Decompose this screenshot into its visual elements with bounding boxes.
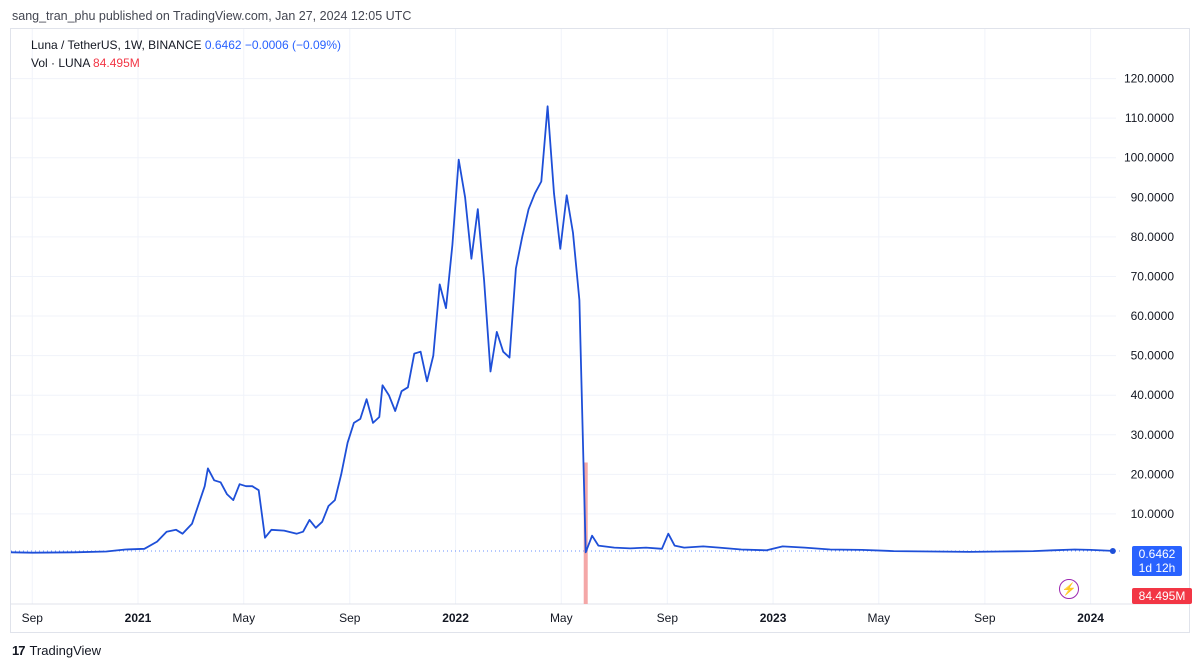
y-tick-label: 90.0000 <box>1131 190 1175 204</box>
last-price-dot <box>1109 547 1116 554</box>
y-axis-labels: 10.0000 20.0000 30.0000 40.0000 50.0000 60.00… <box>1124 72 1174 521</box>
y-tick-label: 60.0000 <box>1131 309 1175 323</box>
volume-tag: 84.495M <box>1132 588 1192 604</box>
x-tick-label: 2022 <box>442 611 469 625</box>
y-tick-label: 100.0000 <box>1124 151 1174 165</box>
tradingview-brand[interactable]: 17 TradingView <box>12 643 101 658</box>
last-price-tag: 0.6462 1d 12h <box>1132 546 1182 576</box>
last-price: 0.6462 <box>204 38 242 52</box>
y-tick-label: 30.0000 <box>1131 428 1175 442</box>
x-axis-labels: Sep 2021 May Sep 2022 May Sep 2023 May Sep 2024 <box>22 611 1105 625</box>
publisher-line: sang_tran_phu published on TradingView.c… <box>12 9 412 23</box>
x-tick-label: Sep <box>22 611 44 625</box>
x-tick-label: 2023 <box>760 611 787 625</box>
y-tick-label: 40.0000 <box>1131 388 1175 402</box>
price-change: −0.0006 (−0.09%) <box>244 38 341 52</box>
lightning-bolt-icon[interactable]: ⚡ <box>1059 579 1079 599</box>
x-tick-label: May <box>867 611 890 625</box>
volume-label: Vol · LUNA <box>31 56 90 70</box>
y-tick-label: 80.0000 <box>1131 230 1175 244</box>
price-tag-value: 0.6462 <box>1138 547 1176 561</box>
tradingview-logo-icon: 17 <box>12 643 26 658</box>
brand-name: TradingView <box>29 643 102 658</box>
price-tag-countdown: 1d 12h <box>1138 561 1176 575</box>
y-tick-label: 20.0000 <box>1131 467 1175 481</box>
y-tick-label: 110.0000 <box>1125 111 1174 125</box>
x-tick-label: 2024 <box>1077 611 1104 625</box>
x-tick-label: May <box>232 611 255 625</box>
x-tick-label: May <box>550 611 573 625</box>
x-tick-label: Sep <box>974 611 996 625</box>
symbol-legend[interactable]: Luna / TetherUS, 1W, BINANCE 0.6462 −0.0… <box>31 38 341 52</box>
y-tick-label: 10.0000 <box>1131 507 1175 521</box>
price-series-line <box>11 105 1113 554</box>
x-tick-label: Sep <box>339 611 361 625</box>
x-tick-label: Sep <box>657 611 679 625</box>
y-tick-label: 50.0000 <box>1131 349 1175 363</box>
price-line <box>11 105 1116 554</box>
x-tick-label: 2021 <box>125 611 152 625</box>
symbol-label: Luna / TetherUS, 1W, BINANCE <box>31 38 202 52</box>
chart-frame[interactable]: 10.0000 20.0000 30.0000 40.0000 50.0000 60.00… <box>10 28 1192 633</box>
price-chart[interactable]: 10.0000 20.0000 30.0000 40.0000 50.0000 60.00… <box>11 29 1189 632</box>
y-tick-label: 70.0000 <box>1131 269 1175 283</box>
y-tick-label: 120.0000 <box>1124 72 1174 86</box>
volume-legend[interactable]: Vol · LUNA 84.495M <box>31 56 140 70</box>
grid-lines <box>11 29 1189 605</box>
volume-value: 84.495M <box>93 56 140 70</box>
